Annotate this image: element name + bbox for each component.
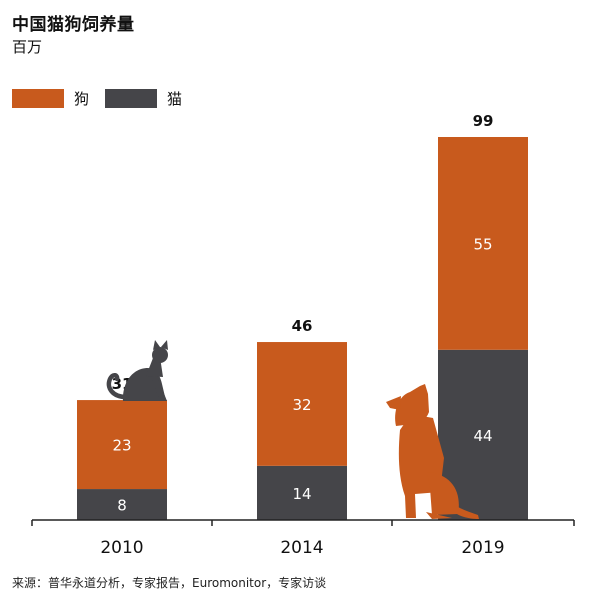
bar-segment-cat-2010 (77, 489, 167, 520)
cat-silhouette-icon (106, 340, 168, 401)
legend-label-dog: 狗 (74, 90, 90, 108)
bar-segment-dog-2014 (257, 342, 347, 466)
bar-value-label: 55 (473, 235, 492, 253)
source-note: 来源：普华永道分析，专家报告，Euromonitor，专家访谈 (12, 576, 327, 590)
bar-value-label: 32 (292, 396, 311, 414)
x-tick-label: 2019 (461, 538, 504, 558)
dog-silhouette-icon (386, 384, 479, 519)
bar-total-label: 46 (292, 317, 313, 335)
bar-value-label: 8 (117, 497, 127, 515)
bar-total-label: 99 (473, 112, 494, 130)
legend-item-dog: 狗 (12, 88, 89, 109)
legend-swatch-cat (105, 89, 157, 108)
bar-segment-cat-2014 (257, 465, 347, 520)
chart-title: 中国猫狗饲养量 (12, 15, 135, 35)
bar-value-label: 44 (473, 427, 492, 445)
x-tick-label: 2014 (280, 538, 323, 558)
x-tick-label: 2010 (100, 538, 143, 558)
legend-swatch-dog (12, 89, 64, 108)
legend-label-cat: 猫 (167, 90, 183, 108)
bar-segment-dog-2019 (438, 137, 528, 350)
legend-item-cat: 猫 (105, 88, 182, 109)
bar-segment-dog-2010 (77, 400, 167, 490)
bar-value-label: 23 (112, 437, 131, 455)
chart-unit: 百万 (12, 38, 43, 56)
bar-value-label: 14 (292, 485, 311, 503)
